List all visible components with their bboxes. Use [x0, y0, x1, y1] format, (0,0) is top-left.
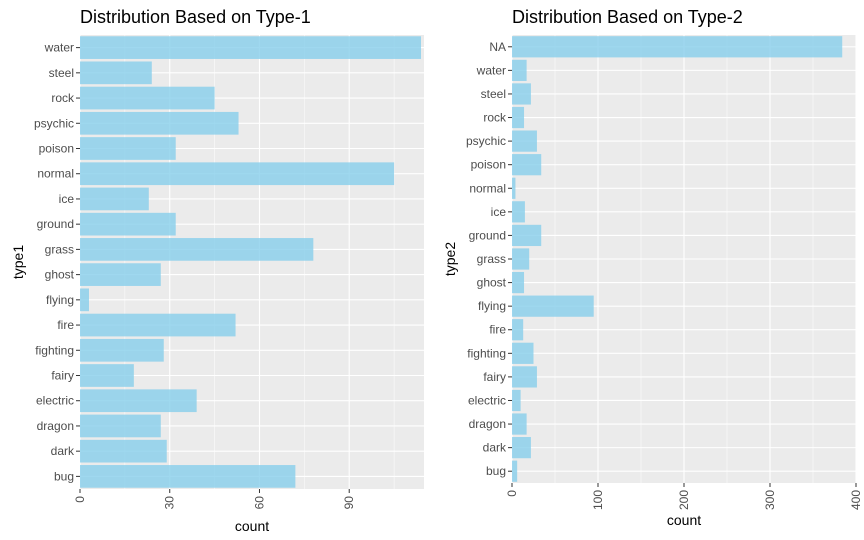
y-tick-label: bug: [54, 469, 74, 483]
x-tick-label: 400: [849, 490, 863, 510]
bar-fire: [512, 319, 524, 341]
x-tick-label: 200: [677, 490, 691, 510]
y-tick-label: normal: [37, 167, 74, 181]
bar-normal: [80, 162, 395, 186]
y-tick-label: water: [44, 41, 74, 55]
bar-water: [80, 36, 422, 59]
x-tick-label: 0: [505, 490, 519, 497]
type2-bar-chart: NA water steel rock psychic poison normal ice gr…: [442, 35, 863, 528]
bar-fighting: [80, 338, 164, 362]
bar-psychic: [512, 130, 537, 152]
x-tick-label: 100: [591, 490, 605, 510]
bar-bug: [80, 465, 296, 488]
y-tick-label: fire: [489, 323, 506, 337]
type2-chart-panel: Distribution Based on Type-2 NA water stee…: [432, 0, 864, 540]
bar-fire: [80, 313, 236, 337]
bar-ground: [512, 224, 542, 247]
bar-dark: [80, 439, 167, 463]
bar-flying: [80, 288, 89, 312]
bar-ice: [512, 201, 525, 223]
bar-fairy: [512, 366, 537, 388]
x-tick-label: 0: [73, 496, 87, 503]
bar-electric: [512, 389, 521, 412]
bar-bug: [512, 460, 518, 482]
y-tick-label: rock: [483, 111, 507, 125]
y-tick-label: electric: [36, 394, 74, 408]
x-tick-label: 300: [763, 490, 777, 510]
bar-flying: [512, 295, 594, 317]
chart-title: Distribution Based on Type-2: [512, 7, 743, 27]
y-tick-label: ice: [491, 205, 507, 219]
bar-dark: [512, 437, 531, 459]
bar-dragon: [80, 414, 161, 438]
y-tick-label: fighting: [467, 346, 506, 360]
y-tick-label: dragon: [37, 419, 74, 433]
y-tick-label: electric: [468, 393, 506, 407]
y-tick-label: dragon: [469, 417, 506, 431]
chart-title: Distribution Based on Type-1: [80, 7, 311, 27]
y-tick-label: psychic: [34, 116, 74, 130]
bar-poison: [80, 137, 176, 160]
bar-fairy: [80, 364, 134, 387]
x-axis-title: count: [235, 518, 269, 534]
y-tick-label: dark: [51, 444, 75, 458]
y-tick-label: ghost: [477, 276, 507, 290]
y-tick-label: grass: [45, 242, 74, 256]
type1-chart-panel: Distribution Based on Type-1 water steel r…: [10, 7, 424, 534]
y-tick-label: poison: [471, 158, 506, 172]
x-tick-label: 90: [342, 496, 356, 510]
type1-bar-chart: water steel rock psychic poison normal ice grou…: [10, 35, 424, 534]
y-tick-label: psychic: [466, 134, 506, 148]
bar-dragon: [512, 413, 527, 435]
bar-poison: [512, 154, 542, 176]
y-tick-label: dark: [483, 441, 507, 455]
y-axis-title: type1: [10, 245, 26, 279]
bar-ice: [80, 187, 149, 211]
y-tick-label: ghost: [45, 268, 75, 282]
y-tick-label: fire: [57, 318, 74, 332]
bar-grass: [80, 238, 314, 261]
bar-ground: [80, 212, 176, 236]
y-tick-label: grass: [477, 252, 506, 266]
bar-normal: [512, 177, 516, 199]
y-tick-label: bug: [486, 464, 506, 478]
bar-steel: [512, 83, 531, 105]
y-axis-title: type2: [442, 242, 458, 276]
y-tick-label: normal: [469, 181, 506, 195]
x-tick-label: 60: [252, 496, 266, 510]
bar-ghost: [512, 271, 525, 294]
bar-electric: [80, 389, 197, 413]
y-tick-label: ground: [37, 217, 74, 231]
bar-rock: [512, 106, 525, 129]
bar-NA: [512, 36, 843, 58]
y-tick-label: rock: [51, 91, 75, 105]
y-tick-label: flying: [478, 299, 506, 313]
bar-ghost: [80, 263, 161, 286]
bar-steel: [80, 61, 152, 85]
y-tick-label: ground: [469, 228, 506, 242]
plot-background: [80, 35, 424, 489]
bar-grass: [512, 248, 530, 270]
x-axis-title: count: [667, 512, 701, 528]
bar-water: [512, 59, 527, 81]
y-tick-label: water: [476, 63, 506, 77]
y-tick-label: fairy: [51, 369, 74, 383]
y-tick-label: steel: [49, 66, 74, 80]
y-tick-label: steel: [481, 87, 506, 101]
y-tick-label: fairy: [483, 370, 506, 384]
y-tick-label: poison: [39, 142, 74, 156]
bar-rock: [80, 86, 215, 110]
y-tick-label: flying: [46, 293, 74, 307]
y-tick-label: ice: [59, 192, 75, 206]
y-tick-label: fighting: [35, 343, 74, 357]
x-tick-label: 30: [163, 496, 177, 510]
bar-psychic: [80, 111, 239, 135]
bar-fighting: [512, 342, 534, 364]
y-tick-label: NA: [489, 40, 506, 54]
